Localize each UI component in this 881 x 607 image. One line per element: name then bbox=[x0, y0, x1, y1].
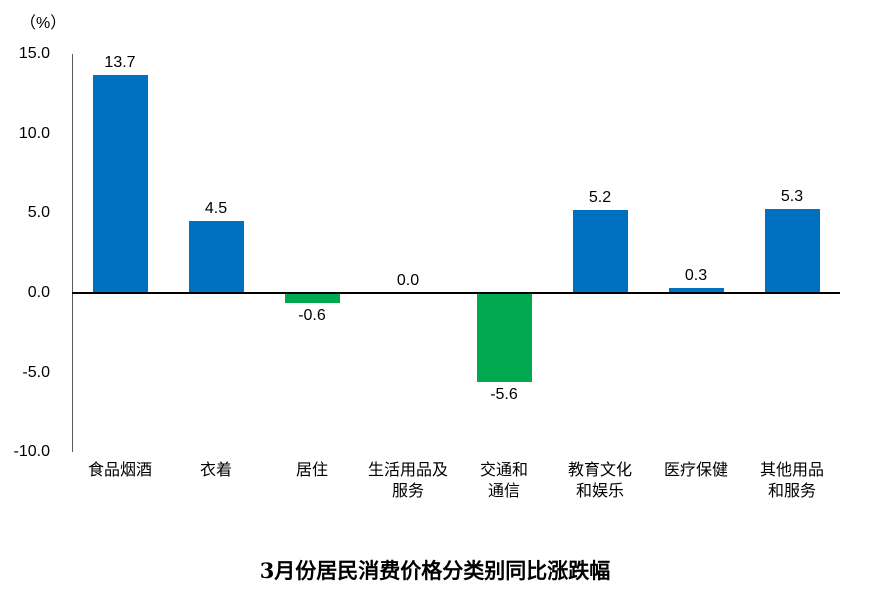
category-label-line: 居住 bbox=[295, 460, 328, 479]
bar bbox=[668, 288, 724, 293]
bar-value-label: -5.6 bbox=[490, 386, 518, 404]
bar bbox=[188, 221, 244, 293]
y-axis-tick-label: 10.0 bbox=[18, 124, 50, 142]
bar-value-label: 0.0 bbox=[396, 272, 420, 289]
bar-value-label: -0.6 bbox=[298, 306, 326, 324]
chart-title: 3月份居民消费价格分类别同比涨跌幅 bbox=[259, 558, 611, 583]
category-label-line: 交通和 bbox=[479, 460, 528, 479]
category-label-line: 衣着 bbox=[199, 460, 232, 479]
category-label-line: 其他用品 bbox=[759, 460, 824, 479]
category-label: 教育文化 和娱乐 bbox=[545, 459, 655, 501]
y-axis-tick-label: 0.0 bbox=[27, 284, 50, 301]
y-axis-tick-label: -5.0 bbox=[22, 363, 50, 381]
category-label: 医疗保健 bbox=[641, 459, 751, 480]
category-label: 交通和 通信 bbox=[449, 459, 559, 501]
y-axis-tick-label: 15.0 bbox=[18, 45, 50, 63]
category-label-line: 和娱乐 bbox=[575, 481, 624, 500]
bar-value-label: 13.7 bbox=[104, 53, 136, 71]
bar bbox=[92, 74, 148, 293]
bar-value-label: 4.5 bbox=[204, 200, 228, 218]
bar bbox=[572, 210, 628, 293]
bar-value-label: 5.3 bbox=[780, 187, 804, 205]
zero-axis-line bbox=[72, 292, 840, 294]
y-axis-line bbox=[72, 54, 73, 452]
category-label: 食品烟酒 bbox=[65, 459, 175, 480]
category-label-line: 教育文化 bbox=[567, 460, 632, 479]
category-label-line: 通信 bbox=[487, 481, 520, 500]
category-label: 生活用品及 服务 bbox=[353, 459, 463, 501]
category-label-line: 食品烟酒 bbox=[87, 460, 152, 479]
category-label-line: 服务 bbox=[391, 481, 424, 500]
bar bbox=[284, 293, 340, 303]
category-label: 其他用品 和服务 bbox=[737, 459, 847, 501]
category-label: 衣着 bbox=[161, 459, 271, 480]
category-label-line: 和服务 bbox=[767, 481, 816, 500]
category-label: 居住 bbox=[257, 459, 367, 480]
bar-value-label: 5.2 bbox=[588, 189, 612, 207]
y-axis-tick-label: -10.0 bbox=[13, 443, 50, 461]
y-axis-tick-label: 5.0 bbox=[27, 204, 50, 222]
bar bbox=[764, 208, 820, 293]
y-axis-unit-label: （%） bbox=[20, 15, 67, 32]
category-label-line: 生活用品及 bbox=[367, 460, 448, 479]
category-label-line: 医疗保健 bbox=[663, 460, 728, 479]
bar bbox=[476, 293, 532, 383]
bar-value-label: 0.3 bbox=[684, 267, 708, 285]
